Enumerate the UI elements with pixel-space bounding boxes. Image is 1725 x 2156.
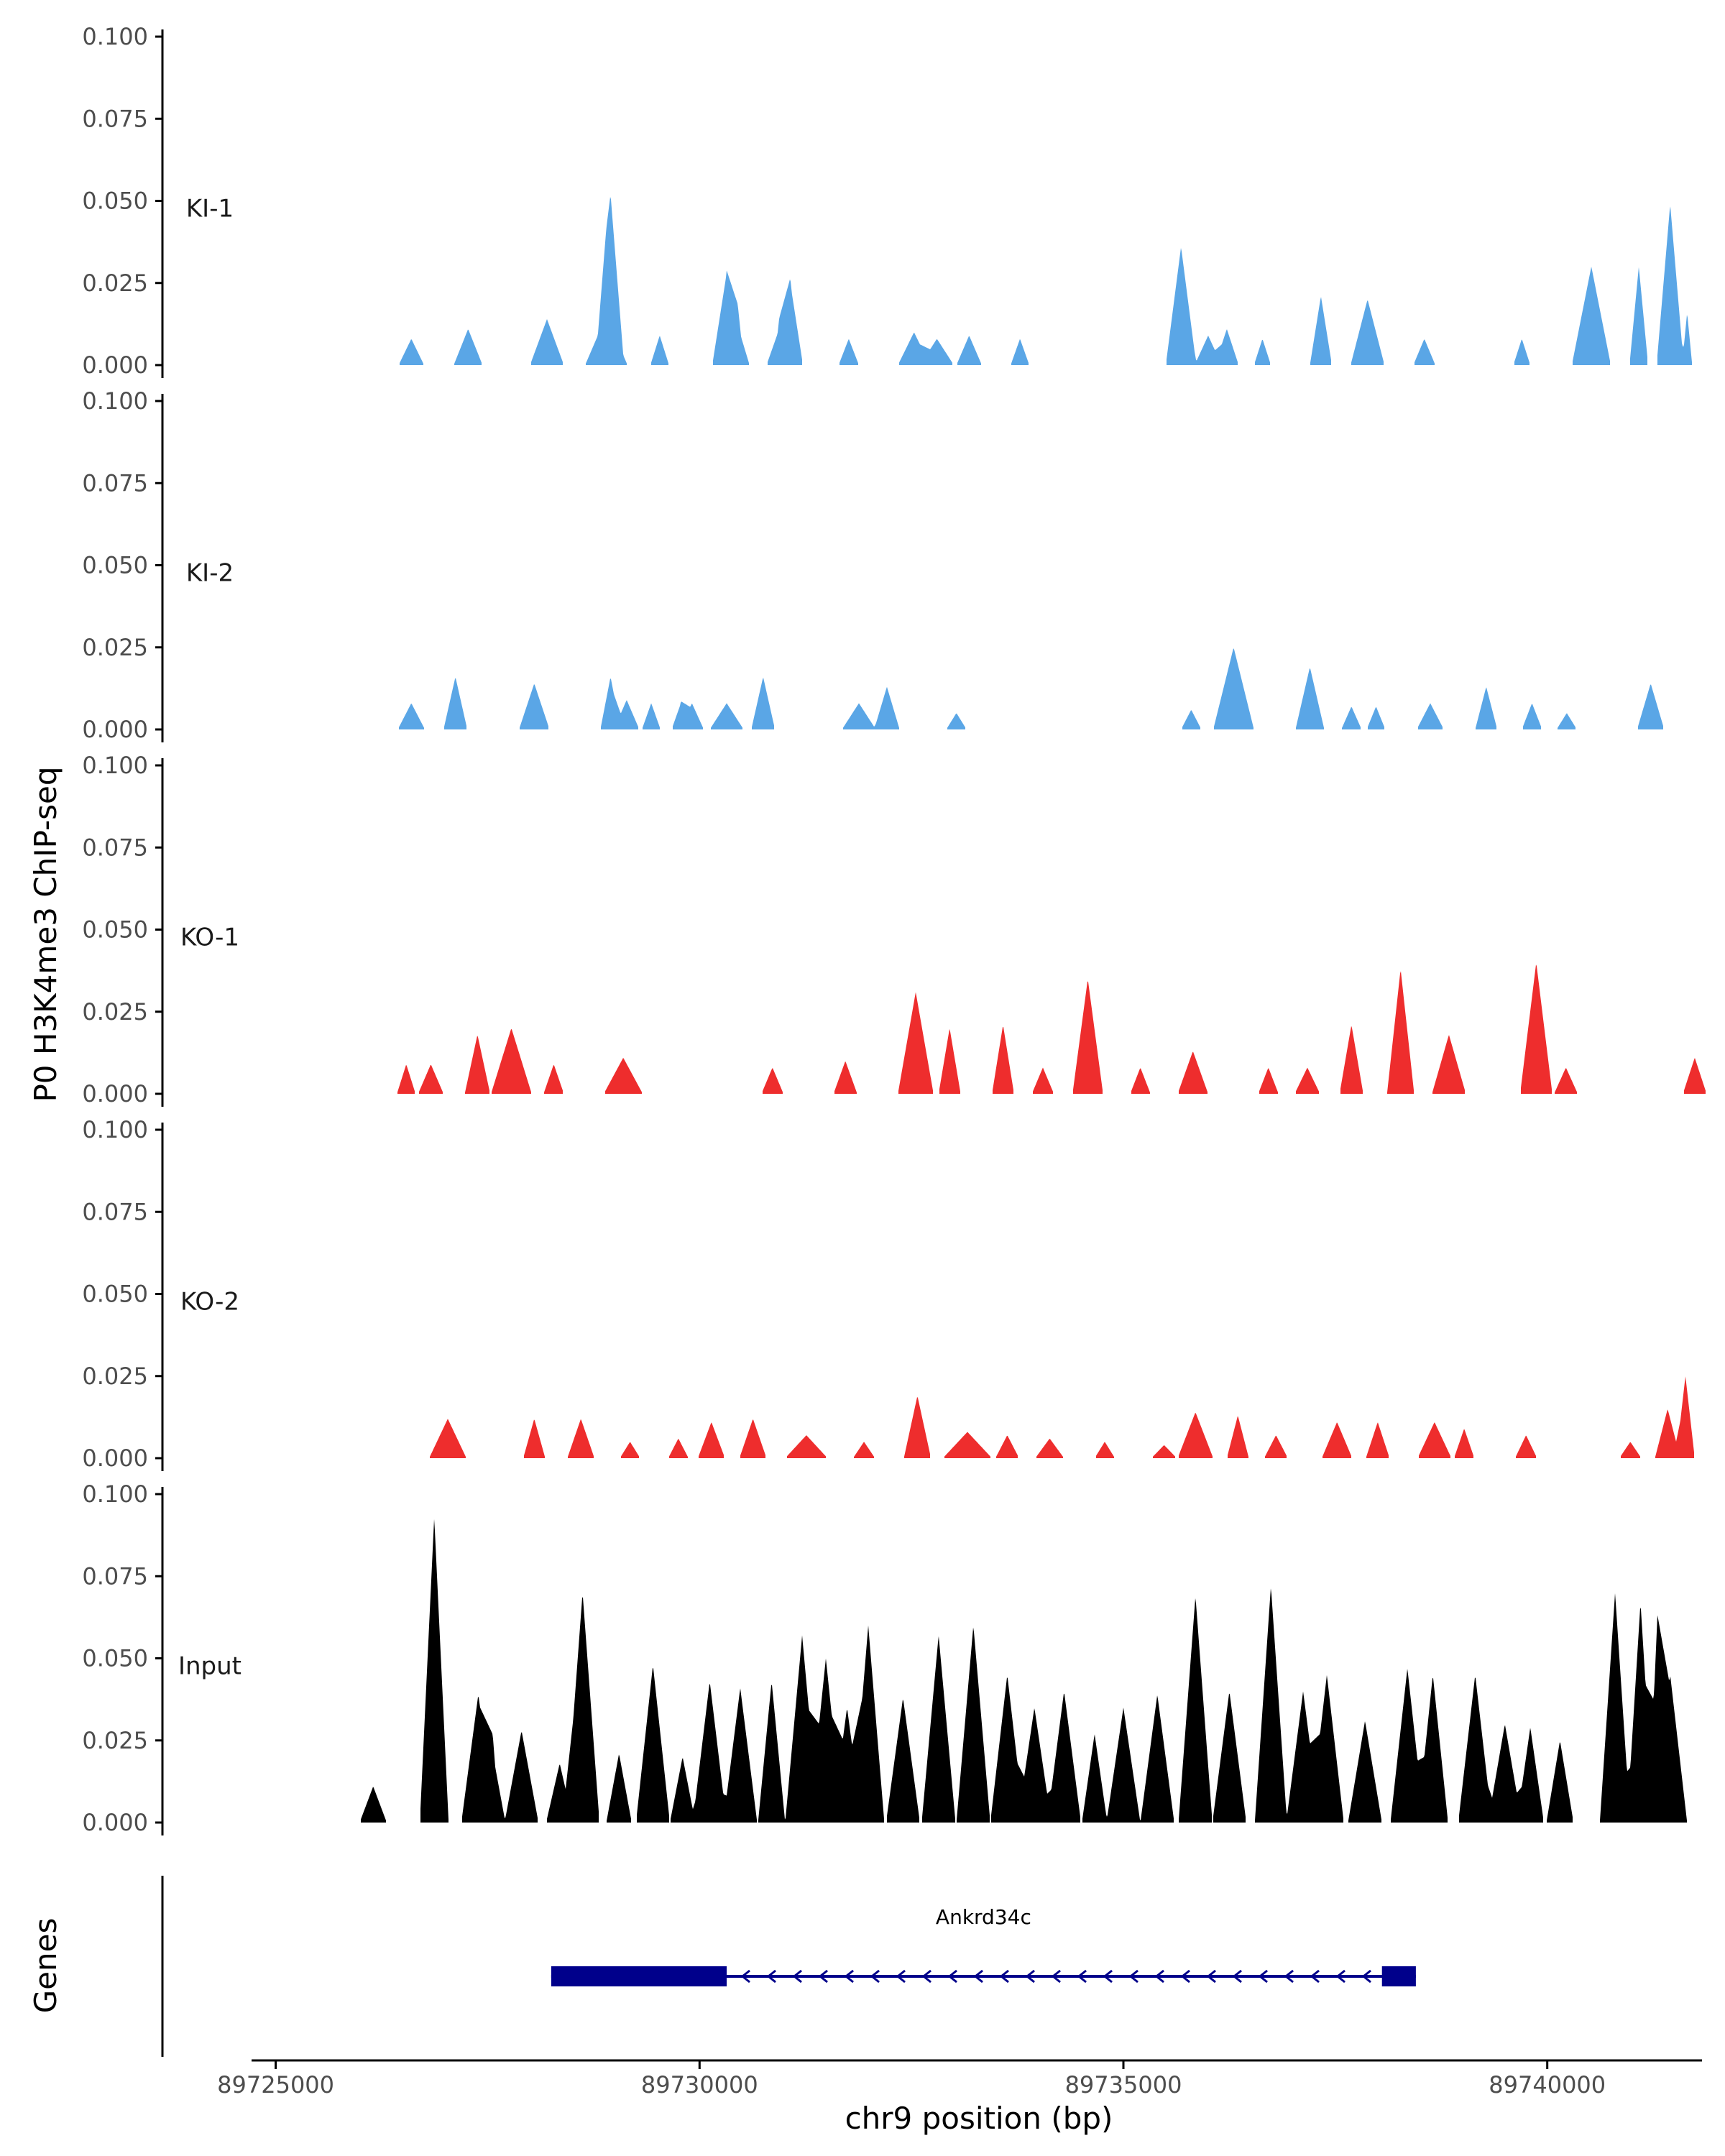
track-label: Input bbox=[178, 1652, 242, 1681]
track-ko-2: 0.000 0.025 0.050 0.075 0.100 KO-2 bbox=[82, 1116, 1694, 1472]
gene-name: Ankrd34c bbox=[936, 1905, 1031, 1929]
y-tick-label: 0.100 bbox=[82, 1116, 148, 1143]
signal-area bbox=[399, 648, 1663, 729]
y-tick-label: 0.050 bbox=[82, 1281, 148, 1308]
y-tick-label: 0.000 bbox=[82, 1809, 148, 1836]
strand-arrow bbox=[1103, 1969, 1113, 1984]
strand-arrow bbox=[844, 1969, 854, 1984]
strand-arrow bbox=[921, 1969, 932, 1984]
y-tick-label: 0.075 bbox=[82, 1562, 148, 1590]
y-tick-label: 0.050 bbox=[82, 552, 148, 579]
strand-arrow bbox=[973, 1969, 983, 1984]
y-tick-label: 0.050 bbox=[82, 1645, 148, 1672]
strand-arrow bbox=[1232, 1969, 1242, 1984]
x-axis-title: chr9 position (bp) bbox=[845, 2101, 1113, 2136]
strand-arrow bbox=[792, 1969, 802, 1984]
y-tick-label: 0.075 bbox=[82, 469, 148, 497]
x-tick-label: 89735000 bbox=[1065, 2071, 1182, 2099]
x-axis: 89725000 89730000 89735000 89740000 bbox=[217, 2059, 1702, 2099]
y-tick-label: 0.100 bbox=[82, 387, 148, 415]
y-tick-label: 0.050 bbox=[82, 916, 148, 944]
track-label: KI-2 bbox=[186, 559, 234, 588]
track-ki-2: 0.000 0.025 0.050 0.075 0.100 KI-2 bbox=[82, 387, 1663, 743]
y-tick-label: 0.100 bbox=[82, 752, 148, 779]
y-tick-label: 0.100 bbox=[82, 23, 148, 50]
signal-area bbox=[400, 197, 1692, 365]
strand-arrow bbox=[1077, 1969, 1087, 1984]
strand-arrow bbox=[999, 1969, 1009, 1984]
strand-arrow bbox=[1258, 1969, 1268, 1984]
track-ki-1: 0.000 0.025 0.050 0.075 0.100 KI-1 bbox=[82, 23, 1692, 379]
strand-arrow bbox=[1361, 1969, 1371, 1984]
y-tick-label: 0.075 bbox=[82, 834, 148, 861]
y-tick-label: 0.075 bbox=[82, 1198, 148, 1225]
track-input: 0.000 0.025 0.050 0.075 0.100 Input bbox=[82, 1480, 1687, 1836]
signal-area bbox=[397, 964, 1706, 1094]
x-tick-label: 89730000 bbox=[641, 2071, 758, 2099]
track-label: KI-1 bbox=[186, 195, 234, 224]
strand-arrow bbox=[740, 1969, 750, 1984]
y-tick-label: 0.025 bbox=[82, 1363, 148, 1390]
strand-arrow bbox=[1284, 1969, 1294, 1984]
strand-arrow bbox=[818, 1969, 828, 1984]
y-tick-label: 0.025 bbox=[82, 998, 148, 1026]
x-tick-label: 89725000 bbox=[217, 2071, 334, 2099]
strand-arrow bbox=[1310, 1969, 1320, 1984]
strand-arrow bbox=[896, 1969, 906, 1984]
y-tick-label: 0.025 bbox=[82, 270, 148, 297]
genes-panel: Ankrd34c bbox=[161, 1876, 1416, 2057]
strand-arrow bbox=[1180, 1969, 1190, 1984]
strand-arrow bbox=[766, 1969, 776, 1984]
strand-arrow bbox=[1128, 1969, 1138, 1984]
y-tick-label: 0.000 bbox=[82, 351, 148, 379]
track-label: KO-1 bbox=[180, 923, 239, 952]
y-tick-label: 0.100 bbox=[82, 1480, 148, 1508]
gene-exon bbox=[1381, 1966, 1416, 1986]
signal-tracks: 0.0000.0250.0500.0750.100KI-10.0000.0250… bbox=[82, 23, 1706, 1836]
signal-area bbox=[430, 1376, 1694, 1458]
genes-axis-title: Genes bbox=[28, 1918, 63, 2014]
strand-arrow bbox=[870, 1969, 880, 1984]
strand-arrow bbox=[1051, 1969, 1061, 1984]
y-tick-label: 0.075 bbox=[82, 105, 148, 132]
signal-area bbox=[361, 1519, 1687, 1823]
y-tick-label: 0.025 bbox=[82, 1727, 148, 1754]
y-tick-label: 0.000 bbox=[82, 1080, 148, 1107]
track-ko-1: 0.000 0.025 0.050 0.075 0.100 KO-1 bbox=[82, 752, 1706, 1107]
x-tick-label: 89740000 bbox=[1489, 2071, 1606, 2099]
gene-exon bbox=[551, 1966, 727, 1986]
y-tick-label: 0.025 bbox=[82, 634, 148, 661]
strand-arrow bbox=[947, 1969, 957, 1984]
y-tick-label: 0.000 bbox=[82, 716, 148, 743]
strand-arrow bbox=[1154, 1969, 1164, 1984]
y-tick-label: 0.050 bbox=[82, 188, 148, 215]
strand-arrow bbox=[1025, 1969, 1035, 1984]
strand-arrow bbox=[1335, 1969, 1346, 1984]
strand-arrow bbox=[1206, 1969, 1216, 1984]
track-label: KO-2 bbox=[180, 1288, 239, 1317]
y-tick-label: 0.000 bbox=[82, 1445, 148, 1472]
y-axis-title: P0 H3K4me3 ChIP-seq bbox=[28, 766, 63, 1102]
